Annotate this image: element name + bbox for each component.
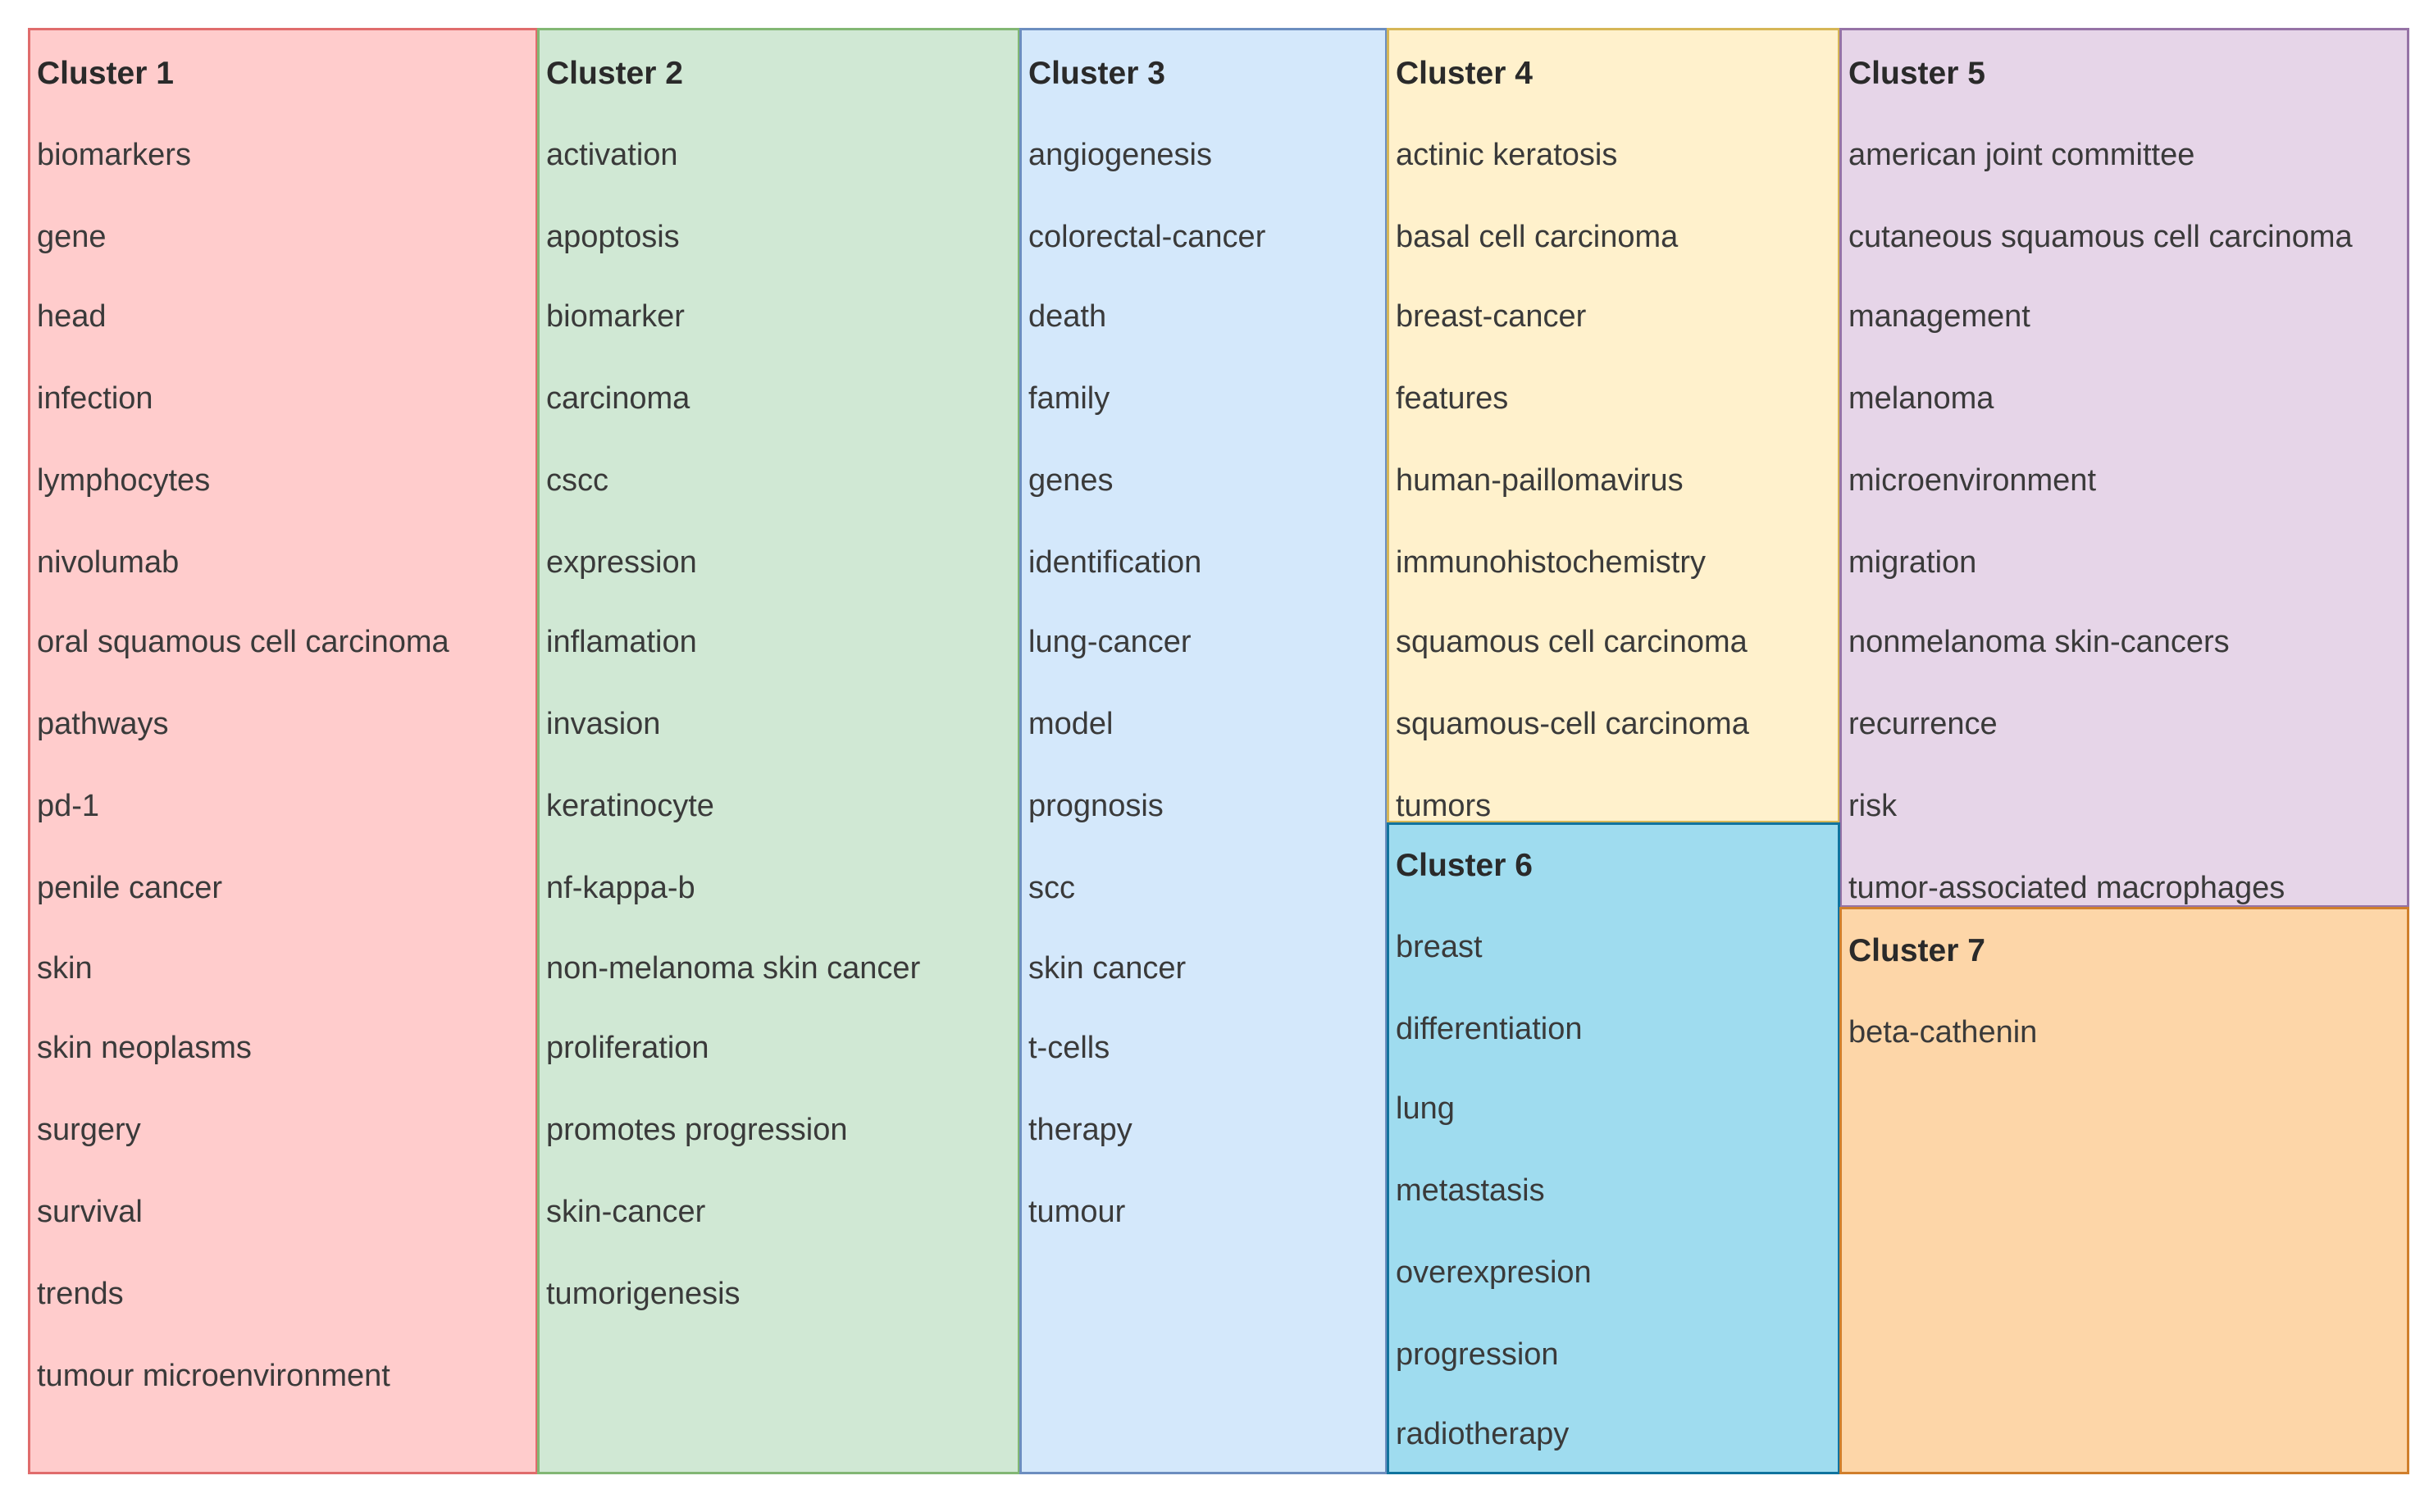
cluster-term: scc [1028, 871, 1075, 905]
cluster-term: features [1396, 381, 1509, 416]
cluster-6-box: Cluster 6 breast differentiation lung me… [1387, 822, 1840, 1474]
cluster-term: angiogenesis [1028, 138, 1212, 172]
cluster-term: keratinocyte [546, 789, 714, 823]
cluster-2-box: Cluster 2 activation apoptosis biomarker… [537, 28, 1020, 1474]
cluster-term: radiotherapy [1396, 1417, 1570, 1451]
cluster-term: squamous cell carcinoma [1396, 625, 1748, 659]
cluster-4-box: Cluster 4 actinic keratosis basal cell c… [1387, 28, 1840, 823]
cluster-term: immunohistochemistry [1396, 545, 1706, 580]
cluster-term: progression [1396, 1337, 1559, 1372]
cluster-term: skin cancer [1028, 951, 1187, 986]
cluster-term: colorectal-cancer [1028, 220, 1266, 254]
cluster-term: migration [1848, 545, 1977, 580]
cluster-term: american joint committee [1848, 138, 2195, 172]
cluster-term: pd-1 [37, 789, 100, 823]
cluster-title: Cluster 2 [546, 56, 683, 91]
cluster-term: activation [546, 138, 678, 172]
cluster-term: tumor-associated macrophages [1848, 871, 2285, 905]
cluster-term: invasion [546, 707, 661, 741]
cluster-term: skin neoplasms [37, 1031, 252, 1065]
cluster-term: non-melanoma skin cancer [546, 951, 921, 986]
cluster-term: trends [37, 1277, 124, 1311]
cluster-term: oral squamous cell carcinoma [37, 625, 449, 659]
cluster-term: carcinoma [546, 381, 690, 416]
cluster-term: therapy [1028, 1113, 1132, 1147]
cluster-title: Cluster 7 [1848, 933, 1985, 968]
cluster-term: differentiation [1396, 1012, 1583, 1046]
cluster-term: cscc [546, 463, 608, 498]
cluster-term: genes [1028, 463, 1114, 498]
cluster-term: microenvironment [1848, 463, 2096, 498]
cluster-title: Cluster 4 [1396, 56, 1533, 91]
cluster-term: metastasis [1396, 1173, 1545, 1208]
cluster-5-box: Cluster 5 american joint committee cutan… [1839, 28, 2409, 908]
cluster-title: Cluster 3 [1028, 56, 1165, 91]
cluster-term: pathways [37, 707, 169, 741]
cluster-term: lymphocytes [37, 463, 211, 498]
cluster-term: surgery [37, 1113, 141, 1147]
cluster-term: recurrence [1848, 707, 1998, 741]
cluster-term: lung-cancer [1028, 625, 1192, 659]
cluster-term: penile cancer [37, 871, 223, 905]
cluster-term: inflamation [546, 625, 697, 659]
cluster-term: skin [37, 951, 93, 986]
cluster-term: tumorigenesis [546, 1277, 741, 1311]
cluster-term: prognosis [1028, 789, 1164, 823]
cluster-term: survival [37, 1195, 143, 1229]
cluster-term: t-cells [1028, 1031, 1110, 1065]
cluster-term: risk [1848, 789, 1898, 823]
cluster-term: biomarkers [37, 138, 191, 172]
cluster-term: promotes progression [546, 1113, 848, 1147]
cluster-term: identification [1028, 545, 1202, 580]
cluster-term: infection [37, 381, 153, 416]
cluster-term: breast-cancer [1396, 299, 1587, 334]
cluster-term: nf-kappa-b [546, 871, 695, 905]
cluster-term: tumour [1028, 1195, 1126, 1229]
cluster-term: actinic keratosis [1396, 138, 1618, 172]
cluster-term: expression [546, 545, 697, 580]
cluster-title: Cluster 6 [1396, 848, 1533, 883]
cluster-term: cutaneous squamous cell carcinoma [1848, 220, 2353, 254]
cluster-term: lung [1396, 1091, 1455, 1126]
cluster-term: nivolumab [37, 545, 180, 580]
cluster-term: biomarker [546, 299, 685, 334]
cluster-term: apoptosis [546, 220, 680, 254]
cluster-term: proliferation [546, 1031, 709, 1065]
cluster-term: model [1028, 707, 1114, 741]
cluster-term: skin-cancer [546, 1195, 706, 1229]
cluster-term: management [1848, 299, 2030, 334]
cluster-title: Cluster 5 [1848, 56, 1985, 91]
cluster-3-box: Cluster 3 angiogenesis colorectal-cancer… [1019, 28, 1388, 1474]
cluster-term: beta-cathenin [1848, 1015, 2038, 1050]
cluster-7-box: Cluster 7 beta-cathenin [1839, 907, 2409, 1474]
cluster-term: death [1028, 299, 1107, 334]
cluster-term: tumour microenvironment [37, 1359, 390, 1393]
cluster-term: gene [37, 220, 107, 254]
cluster-term: head [37, 299, 107, 334]
cluster-term: human-paillomavirus [1396, 463, 1684, 498]
cluster-term: overexpresion [1396, 1255, 1592, 1290]
cluster-term: breast [1396, 930, 1483, 964]
cluster-term: squamous-cell carcinoma [1396, 707, 1749, 741]
cluster-title: Cluster 1 [37, 56, 174, 91]
cluster-1-box: Cluster 1 biomarkers gene head infection… [28, 28, 538, 1474]
cluster-term: basal cell carcinoma [1396, 220, 1679, 254]
cluster-term: nonmelanoma skin-cancers [1848, 625, 2230, 659]
cluster-term: tumors [1396, 789, 1492, 823]
cluster-term: melanoma [1848, 381, 1994, 416]
cluster-term: family [1028, 381, 1110, 416]
